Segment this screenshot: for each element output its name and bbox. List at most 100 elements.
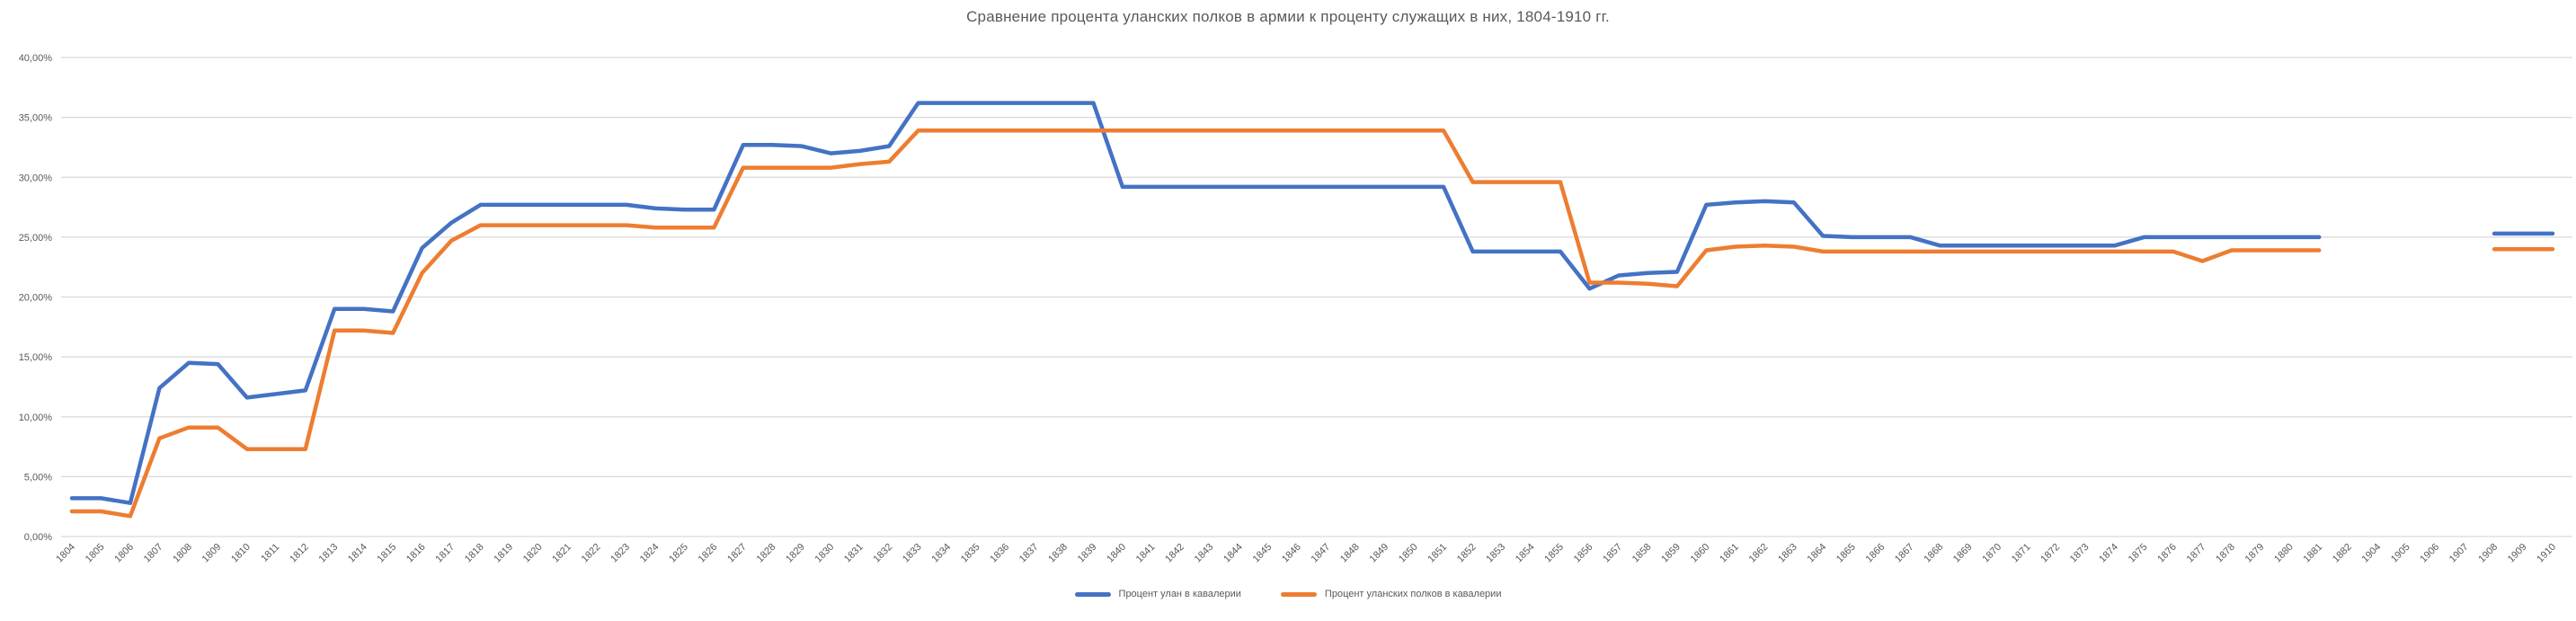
x-axis-tick-label: 1906 <box>2418 542 2441 565</box>
x-axis-tick-label: 1867 <box>1893 542 1916 565</box>
x-axis-tick-label: 1905 <box>2389 542 2412 565</box>
x-axis-tick-label: 1872 <box>2039 542 2062 565</box>
x-axis-tick-label: 1852 <box>1455 542 1479 565</box>
x-axis-tick-label: 1862 <box>1747 542 1771 565</box>
y-axis-tick-label: 0,00% <box>24 532 52 543</box>
x-axis-tick-label: 1864 <box>1806 542 1829 565</box>
x-axis-tick-label: 1824 <box>638 542 662 565</box>
legend-line-swatch-blue <box>1074 591 1111 597</box>
y-axis-tick-label: 30,00% <box>19 173 53 183</box>
x-axis-tick-label: 1822 <box>580 542 603 565</box>
x-axis-tick-label: 1829 <box>784 542 807 565</box>
x-axis-tick-label: 1876 <box>2155 542 2179 565</box>
x-axis-tick-label: 1865 <box>1834 542 1858 565</box>
x-axis-tick-label: 1805 <box>84 542 107 565</box>
x-axis-tick-label: 1811 <box>259 542 281 564</box>
x-axis-tick-label: 1833 <box>901 542 924 565</box>
x-axis-tick-label: 1840 <box>1105 542 1128 565</box>
legend-item-percent-ulan: Процент улан в кавалерии <box>1074 589 1241 599</box>
legend: Процент улан в кавалерии Процент улански… <box>0 589 2576 599</box>
x-axis-tick-label: 1818 <box>463 542 486 565</box>
x-axis-tick-label: 1854 <box>1514 542 1537 565</box>
x-axis-tick-label: 1826 <box>697 542 720 565</box>
y-axis-tick-label: 40,00% <box>19 53 53 64</box>
x-axis-tick-label: 1830 <box>813 542 837 565</box>
x-axis-tick-label: 1825 <box>667 542 690 565</box>
x-axis-tick-label: 1804 <box>54 542 77 565</box>
x-axis-tick-label: 1880 <box>2272 542 2296 565</box>
x-axis-tick-label: 1859 <box>1659 542 1683 565</box>
x-axis-tick-label: 1878 <box>2214 542 2237 565</box>
x-axis-tick-label: 1823 <box>608 542 632 565</box>
x-axis-tick-label: 1877 <box>2185 542 2208 565</box>
legend-line-swatch-orange <box>1280 591 1317 597</box>
x-axis-tick-label: 1866 <box>1863 542 1887 565</box>
y-axis-tick-label: 25,00% <box>19 233 53 244</box>
x-axis-tick-label: 1908 <box>2476 542 2500 565</box>
x-axis-tick-label: 1879 <box>2243 542 2267 565</box>
x-axis-tick-label: 1871 <box>2010 542 2033 565</box>
x-axis-tick-label: 1869 <box>1951 542 1975 565</box>
x-axis-tick-label: 1846 <box>1280 542 1303 565</box>
x-axis-tick-label: 1881 <box>2302 542 2325 565</box>
y-axis-tick-label: 10,00% <box>19 413 53 423</box>
x-axis-tick-label: 1857 <box>1601 542 1624 565</box>
x-axis-tick-label: 1850 <box>1397 542 1420 565</box>
x-axis-tick-label: 1910 <box>2535 542 2558 565</box>
series-line-1 <box>69 101 2555 505</box>
x-axis-tick-label: 1868 <box>1922 542 1945 565</box>
x-axis-tick-label: 1856 <box>1572 542 1595 565</box>
x-axis-tick-label: 1848 <box>1338 542 1362 565</box>
x-axis-tick-label: 1820 <box>521 542 545 565</box>
y-axis-tick-label: 35,00% <box>19 113 53 124</box>
x-axis-tick-label: 1904 <box>2359 542 2383 565</box>
y-axis-tick-label: 5,00% <box>24 472 52 483</box>
x-axis-tick-label: 1861 <box>1718 542 1741 565</box>
x-axis-tick-label: 1909 <box>2506 542 2529 565</box>
x-axis-tick-label: 1808 <box>171 542 194 565</box>
x-axis-tick-label: 1882 <box>2331 542 2354 565</box>
series-line-2 <box>69 129 2555 519</box>
x-axis-tick-label: 1834 <box>929 542 953 565</box>
x-axis-tick-label: 1815 <box>375 542 398 565</box>
x-axis-tick-label: 1873 <box>2068 542 2092 565</box>
x-axis-tick-label: 1827 <box>725 542 749 565</box>
x-axis-tick-label: 1817 <box>433 542 457 565</box>
x-axis-tick-label: 1849 <box>1367 542 1390 565</box>
x-axis-tick-label: 1807 <box>142 542 165 565</box>
x-axis-tick-label: 1844 <box>1221 542 1245 565</box>
x-axis-tick-label: 1855 <box>1542 542 1566 565</box>
x-axis-tick-label: 1841 <box>1134 542 1158 565</box>
x-axis-tick-label: 1853 <box>1484 542 1507 565</box>
y-axis-tick-label: 15,00% <box>19 352 53 363</box>
chart-title: Сравнение процента уланских полков в арм… <box>966 8 1610 25</box>
x-axis-tick-label: 1819 <box>492 542 515 565</box>
x-axis-tick-label: 1810 <box>229 542 253 565</box>
x-axis-tick-label: 1836 <box>988 542 1011 565</box>
x-axis-tick-label: 1863 <box>1776 542 1799 565</box>
x-axis-tick-label: 1806 <box>112 542 136 565</box>
x-axis-tick-label: 1813 <box>317 542 341 565</box>
x-axis-tick-label: 1835 <box>959 542 982 565</box>
x-axis-tick-label: 1821 <box>550 542 573 565</box>
x-axis-tick-label: 1814 <box>346 542 369 565</box>
x-axis-tick-label: 1839 <box>1076 542 1099 565</box>
x-axis-tick-label: 1870 <box>1980 542 2003 565</box>
x-axis-tick-label: 1809 <box>200 542 224 565</box>
x-axis-tick-label: 1860 <box>1689 542 1712 565</box>
x-axis-tick-label: 1907 <box>2447 542 2471 565</box>
x-axis-tick-label: 1843 <box>1193 542 1216 565</box>
x-axis-tick-label: 1828 <box>755 542 778 565</box>
legend-label-percent-ulan: Процент улан в кавалерии <box>1118 589 1241 599</box>
x-axis-tick-label: 1812 <box>288 542 311 565</box>
x-axis-tick-label: 1875 <box>2127 542 2150 565</box>
x-axis-tick-label: 1851 <box>1426 542 1449 565</box>
legend-label-percent-ulan-regiments: Процент уланских полков в кавалерии <box>1324 589 1502 599</box>
x-axis-tick-label: 1832 <box>871 542 894 565</box>
x-axis-tick-label: 1874 <box>2097 542 2120 565</box>
x-axis-tick-label: 1858 <box>1630 542 1654 565</box>
x-axis-tick-label: 1842 <box>1163 542 1186 565</box>
x-axis-tick-label: 1816 <box>404 542 428 565</box>
